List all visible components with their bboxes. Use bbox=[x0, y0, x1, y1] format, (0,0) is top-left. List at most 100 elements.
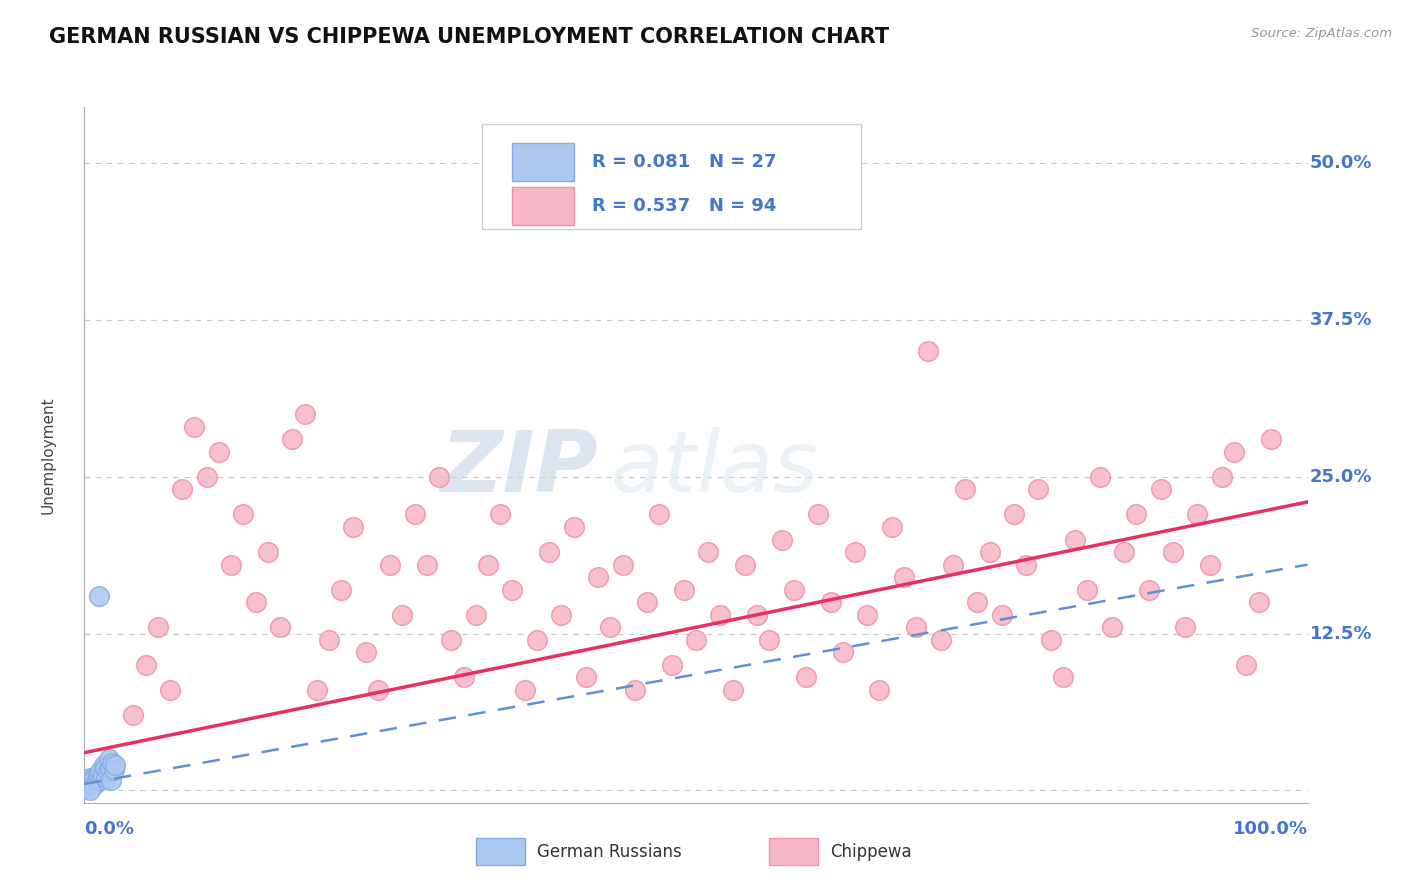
Point bbox=[342, 520, 364, 534]
Point bbox=[550, 607, 572, 622]
Point bbox=[685, 632, 707, 647]
Point bbox=[526, 632, 548, 647]
Point bbox=[661, 657, 683, 672]
Point bbox=[917, 344, 939, 359]
Text: R = 0.081   N = 27: R = 0.081 N = 27 bbox=[592, 153, 776, 171]
FancyBboxPatch shape bbox=[475, 838, 524, 865]
Point bbox=[453, 670, 475, 684]
Point bbox=[575, 670, 598, 684]
Point bbox=[232, 508, 254, 522]
Point bbox=[1174, 620, 1197, 634]
Point bbox=[758, 632, 780, 647]
Text: atlas: atlas bbox=[610, 427, 818, 510]
Text: GERMAN RUSSIAN VS CHIPPEWA UNEMPLOYMENT CORRELATION CHART: GERMAN RUSSIAN VS CHIPPEWA UNEMPLOYMENT … bbox=[49, 27, 890, 46]
Text: Chippewa: Chippewa bbox=[831, 843, 912, 861]
Point bbox=[94, 761, 117, 775]
Point bbox=[953, 483, 976, 497]
Point bbox=[97, 764, 120, 779]
Point bbox=[1137, 582, 1160, 597]
Point bbox=[380, 558, 402, 572]
Point bbox=[1125, 508, 1147, 522]
Point bbox=[146, 620, 169, 634]
Point bbox=[820, 595, 842, 609]
Point bbox=[1052, 670, 1074, 684]
Point bbox=[734, 558, 756, 572]
Point bbox=[709, 607, 731, 622]
FancyBboxPatch shape bbox=[513, 143, 574, 181]
Text: R = 0.537   N = 94: R = 0.537 N = 94 bbox=[592, 197, 776, 215]
Point bbox=[538, 545, 561, 559]
Point bbox=[831, 645, 853, 659]
Point bbox=[281, 432, 304, 446]
Point bbox=[257, 545, 280, 559]
Point bbox=[77, 773, 100, 788]
Point bbox=[269, 620, 291, 634]
Point bbox=[1234, 657, 1257, 672]
Point bbox=[318, 632, 340, 647]
Point bbox=[672, 582, 695, 597]
Text: 37.5%: 37.5% bbox=[1310, 311, 1372, 329]
Point bbox=[97, 752, 120, 766]
Point bbox=[195, 470, 218, 484]
Point bbox=[91, 768, 114, 782]
Point bbox=[612, 558, 634, 572]
Point bbox=[98, 761, 121, 775]
Point bbox=[440, 632, 463, 647]
Point bbox=[79, 783, 101, 797]
Text: ZIP: ZIP bbox=[440, 427, 598, 510]
Point bbox=[330, 582, 353, 597]
Point bbox=[513, 683, 536, 698]
Point bbox=[404, 508, 426, 522]
Text: 50.0%: 50.0% bbox=[1310, 154, 1372, 172]
Point bbox=[75, 777, 97, 791]
Point bbox=[79, 771, 101, 785]
Point bbox=[844, 545, 866, 559]
Point bbox=[135, 657, 157, 672]
Point bbox=[636, 595, 658, 609]
Point bbox=[489, 508, 512, 522]
Point bbox=[1028, 483, 1050, 497]
Point bbox=[979, 545, 1001, 559]
Point bbox=[208, 444, 231, 458]
Point bbox=[747, 607, 769, 622]
Point bbox=[1114, 545, 1136, 559]
Point bbox=[990, 607, 1012, 622]
Point bbox=[721, 683, 744, 698]
Point bbox=[599, 620, 621, 634]
FancyBboxPatch shape bbox=[769, 838, 818, 865]
Point bbox=[103, 763, 125, 777]
Point bbox=[1088, 470, 1111, 484]
Text: German Russians: German Russians bbox=[537, 843, 682, 861]
Point bbox=[1223, 444, 1246, 458]
Point bbox=[354, 645, 377, 659]
Point bbox=[87, 589, 110, 603]
Point bbox=[305, 683, 328, 698]
Point bbox=[93, 758, 115, 772]
Point bbox=[87, 768, 110, 782]
Point bbox=[905, 620, 928, 634]
Point bbox=[100, 773, 122, 788]
Point bbox=[96, 771, 118, 785]
Point bbox=[1211, 470, 1233, 484]
Point bbox=[966, 595, 988, 609]
Point bbox=[856, 607, 879, 622]
Point bbox=[101, 756, 124, 770]
Point bbox=[122, 708, 145, 723]
Point bbox=[172, 483, 194, 497]
Point bbox=[1198, 558, 1220, 572]
Point bbox=[416, 558, 439, 572]
Point bbox=[76, 780, 98, 794]
Text: 25.0%: 25.0% bbox=[1310, 468, 1372, 486]
Point bbox=[89, 764, 111, 779]
Point bbox=[697, 545, 720, 559]
Point bbox=[893, 570, 915, 584]
Point bbox=[1101, 620, 1123, 634]
Point bbox=[942, 558, 965, 572]
Point bbox=[1260, 432, 1282, 446]
Point bbox=[159, 683, 181, 698]
Text: Unemployment: Unemployment bbox=[41, 396, 55, 514]
Point bbox=[624, 683, 647, 698]
Text: Source: ZipAtlas.com: Source: ZipAtlas.com bbox=[1251, 27, 1392, 40]
Point bbox=[880, 520, 903, 534]
Point bbox=[464, 607, 486, 622]
